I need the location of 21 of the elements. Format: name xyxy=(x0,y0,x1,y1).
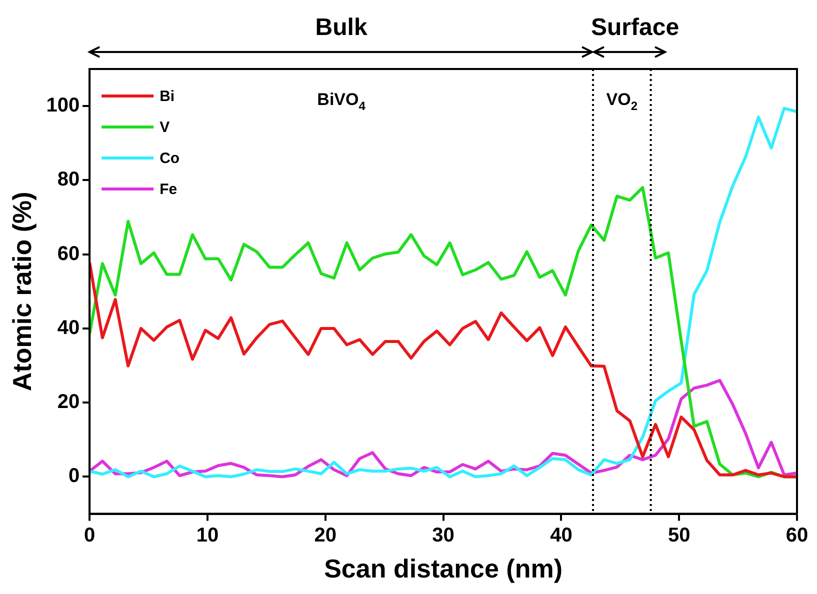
x-tick-label: 30 xyxy=(432,524,454,546)
x-axis-title: Scan distance (nm) xyxy=(324,554,562,584)
x-tick-label: 0 xyxy=(84,524,96,546)
legend-label: Fe xyxy=(160,181,178,198)
x-tick-label: 20 xyxy=(314,524,337,546)
y-tick-label: 0 xyxy=(68,465,80,488)
x-tick-label: 60 xyxy=(786,524,808,546)
text: Surface xyxy=(591,14,680,41)
y-axis-title: Atomic ratio (%) xyxy=(6,192,37,392)
legend-label: Bi xyxy=(160,88,175,106)
x-tick-label: 40 xyxy=(550,524,572,546)
y-tick-label: 100 xyxy=(46,94,80,117)
x-tick-label: 50 xyxy=(668,524,690,546)
y-tick-label: 80 xyxy=(57,168,80,191)
y-tick-label: 20 xyxy=(57,391,80,414)
y-tick-label: 40 xyxy=(57,316,80,339)
x-tick-label: 10 xyxy=(196,524,219,546)
y-tick-label: 60 xyxy=(57,242,80,265)
legend-label: V xyxy=(160,119,170,136)
text: Bulk xyxy=(315,14,368,41)
legend-label: Co xyxy=(160,150,180,168)
